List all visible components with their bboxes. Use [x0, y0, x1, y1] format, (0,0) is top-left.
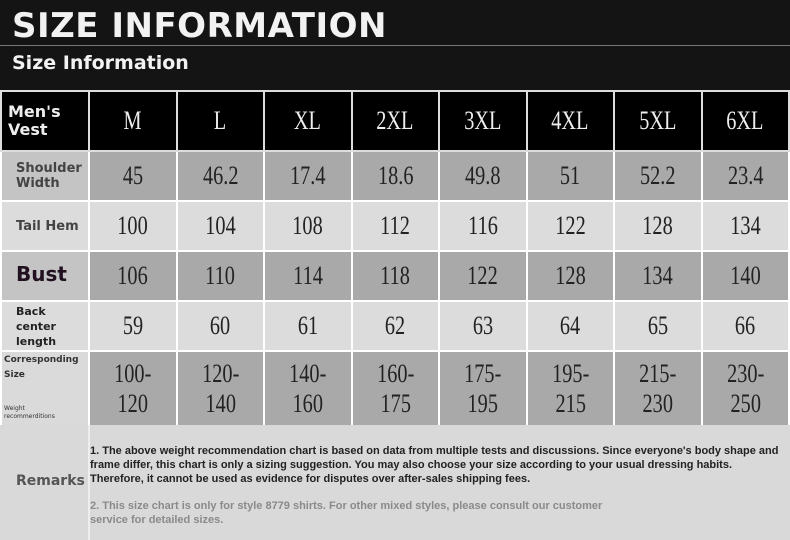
table-row: Back center length 59 60 61 62 63 64 65 66 — [0, 300, 790, 352]
divider — [0, 45, 790, 46]
table-cell: 128 — [613, 200, 703, 252]
row-label-main: Corresponding Size — [4, 354, 79, 380]
table-header-row: Men's Vest M L XL 2XL 3XL 4XL 5XL 6XL — [0, 90, 790, 152]
table-cell: 134 — [700, 200, 790, 252]
divider — [88, 425, 90, 540]
row-label-text: Tail Hem — [16, 218, 79, 234]
table-cell: 195-215 — [525, 350, 615, 427]
table-cell: 65 — [613, 300, 703, 352]
corner-label: Men's Vest — [0, 90, 90, 152]
row-label-text: Back center length — [16, 304, 57, 348]
table-cell: 63 — [438, 300, 528, 352]
table-cell: 66 — [700, 300, 790, 352]
table-cell: 60 — [175, 300, 265, 352]
size-header: L — [175, 90, 265, 152]
table-cell: 49.8 — [438, 150, 528, 202]
table-cell: 52.2 — [613, 150, 703, 202]
table-cell: 140 — [700, 250, 790, 302]
table-cell: 110 — [175, 250, 265, 302]
row-label-text: Bust — [16, 262, 67, 286]
table-cell: 108 — [263, 200, 353, 252]
table-cell: 51 — [525, 150, 615, 202]
remarks-label: Remarks — [16, 473, 85, 489]
page-title: SIZE INFORMATION — [12, 6, 387, 46]
table-cell: 215-230 — [613, 350, 703, 427]
row-label: Bust — [0, 250, 90, 302]
table-row: Shoulder Width 45 46.2 17.4 18.6 49.8 51 52.2 23… — [0, 150, 790, 202]
remarks-section: Remarks 1. The above weight recommendati… — [0, 425, 790, 540]
size-header: 6XL — [700, 90, 790, 152]
table-cell: 134 — [613, 250, 703, 302]
size-table: Men's Vest M L XL 2XL 3XL 4XL 5XL 6XL Sh… — [0, 90, 790, 427]
table-cell: 100-120 — [88, 350, 178, 427]
row-sublabel: Weight recommerditions — [4, 404, 55, 420]
table-cell: 106 — [88, 250, 178, 302]
row-label: Tail Hem — [0, 200, 90, 252]
table-cell: 160-175 — [350, 350, 440, 427]
table-row: Corresponding Size Weight recommerditions… — [0, 350, 790, 427]
table-cell: 116 — [438, 200, 528, 252]
table-row: Bust 106 110 114 118 122 128 134 140 — [0, 250, 790, 302]
table-cell: 120-140 — [175, 350, 265, 427]
row-label: Back center length — [0, 300, 90, 352]
row-label: Shoulder Width — [0, 150, 90, 202]
table-cell: 61 — [263, 300, 353, 352]
table-cell: 118 — [350, 250, 440, 302]
table-cell: 140-160 — [263, 350, 353, 427]
table-cell: 18.6 — [350, 150, 440, 202]
row-label: Corresponding Size Weight recommerditions — [0, 350, 90, 427]
remark-note-2: 2. This size chart is only for style 877… — [90, 500, 603, 526]
size-header: M — [88, 90, 178, 152]
table-cell: 64 — [525, 300, 615, 352]
page-subtitle: Size Information — [12, 52, 189, 74]
size-header: 2XL — [350, 90, 440, 152]
remark-note-1: 1. The above weight recommendation chart… — [90, 445, 779, 485]
table-cell: 23.4 — [700, 150, 790, 202]
table-cell: 46.2 — [175, 150, 265, 202]
table-cell: 59 — [88, 300, 178, 352]
table-cell: 104 — [175, 200, 265, 252]
table-cell: 122 — [525, 200, 615, 252]
table-cell: 128 — [525, 250, 615, 302]
size-header: 4XL — [525, 90, 615, 152]
table-cell: 230-250 — [700, 350, 790, 427]
size-header: XL — [263, 90, 353, 152]
table-row: Tail Hem 100 104 108 112 116 122 128 134 — [0, 200, 790, 252]
size-header: 3XL — [438, 90, 528, 152]
table-cell: 175-195 — [438, 350, 528, 427]
table-cell: 62 — [350, 300, 440, 352]
table-cell: 100 — [88, 200, 178, 252]
row-label-text: Shoulder Width — [16, 161, 82, 191]
header: SIZE INFORMATION Size Information — [0, 0, 790, 90]
table-cell: 45 — [88, 150, 178, 202]
table-cell: 122 — [438, 250, 528, 302]
table-cell: 17.4 — [263, 150, 353, 202]
table-cell: 114 — [263, 250, 353, 302]
table-cell: 112 — [350, 200, 440, 252]
size-header: 5XL — [613, 90, 703, 152]
